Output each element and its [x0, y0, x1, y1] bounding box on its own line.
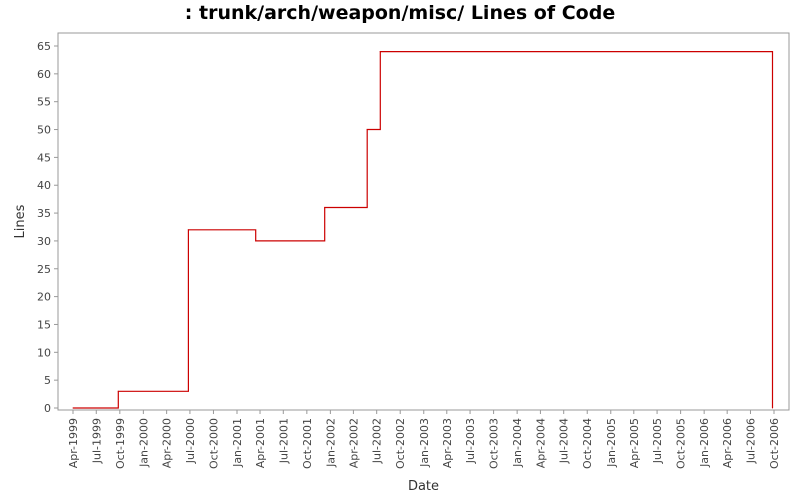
y-tick-label: 50: [37, 124, 51, 137]
x-tick-label: Oct-2006: [768, 418, 781, 469]
data-point: [255, 240, 257, 242]
x-tick-label: Apr-2003: [441, 418, 454, 468]
x-tick-label: Oct-2003: [488, 418, 501, 469]
data-point: [117, 390, 119, 392]
x-tick-label: Jan-2000: [137, 418, 150, 468]
x-tick-label: Apr-2005: [628, 418, 641, 468]
x-tick-label: Jul-2006: [744, 418, 757, 464]
plot-area: [57, 32, 790, 411]
x-tick-label: Jan-2005: [605, 418, 618, 468]
data-point: [72, 407, 74, 409]
x-tick-label: Apr-1999: [67, 418, 80, 468]
x-tick-label: Jan-2002: [324, 418, 337, 468]
y-tick-label: 30: [37, 235, 51, 248]
x-tick-label: Apr-2000: [161, 418, 174, 468]
data-point: [324, 207, 326, 209]
x-tick-label: Apr-2001: [254, 418, 267, 468]
x-tick-label: Jul-2002: [371, 418, 384, 464]
y-tick-label: 65: [37, 40, 51, 53]
x-axis-label: Date: [408, 479, 439, 494]
x-tick-label: Oct-2004: [581, 418, 594, 469]
x-tick-label: Jul-2004: [558, 418, 571, 464]
x-tick-label: Jan-2006: [698, 418, 711, 468]
x-tick-label: Jul-2003: [464, 418, 477, 464]
x-tick-label: Apr-2004: [534, 418, 547, 468]
x-tick-label: Oct-2005: [675, 418, 688, 469]
x-tick-label: Apr-2002: [347, 418, 360, 468]
x-tick-label: Oct-2002: [394, 418, 407, 469]
y-tick-label: 60: [37, 68, 51, 81]
x-tick-label: Oct-1999: [114, 418, 127, 469]
y-tick-label: 20: [37, 291, 51, 304]
x-tick-label: Jul-2001: [277, 418, 290, 464]
data-point: [379, 51, 381, 53]
x-tick-label: Oct-2001: [301, 418, 314, 469]
series-line: [73, 51, 774, 409]
x-tick-label: Jan-2003: [418, 418, 431, 468]
y-tick-label: 25: [37, 263, 51, 276]
data-point: [187, 229, 189, 231]
x-tick-label: Jul-2000: [184, 418, 197, 464]
data-point: [366, 129, 368, 131]
x-tick-label: Jul-2005: [651, 418, 664, 464]
y-tick-label: 55: [37, 96, 51, 109]
x-tick-label: Jan-2001: [231, 418, 244, 468]
x-tick-label: Oct-2000: [207, 418, 220, 469]
y-tick-label: 10: [37, 346, 51, 359]
y-tick-label: 40: [37, 179, 51, 192]
y-axis-label: Lines: [13, 204, 28, 238]
y-tick-label: 45: [37, 151, 51, 164]
x-tick-label: Jul-1999: [90, 418, 103, 464]
chart-title: : trunk/arch/weapon/misc/ Lines of Code: [184, 2, 616, 24]
y-tick-label: 0: [44, 402, 51, 415]
x-tick-label: Jan-2004: [511, 418, 524, 468]
data-point: [771, 407, 773, 409]
y-tick-label: 15: [37, 318, 51, 331]
y-tick-label: 5: [44, 374, 51, 387]
y-tick-label: 35: [37, 207, 51, 220]
x-tick-label: Apr-2006: [721, 418, 734, 468]
